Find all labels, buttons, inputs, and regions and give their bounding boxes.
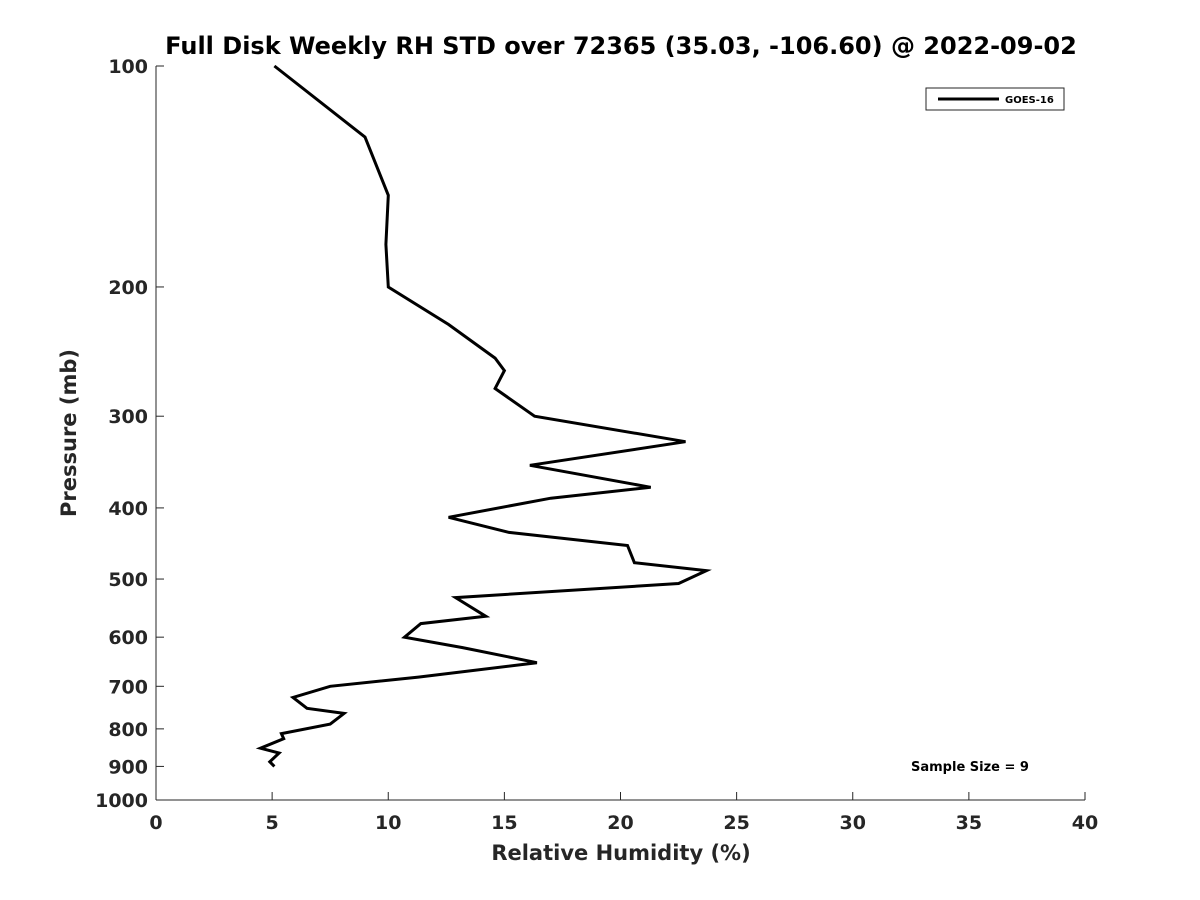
x-tick-label: 20 bbox=[607, 812, 633, 834]
y-ticks: 100 200 300 400 500 600 700 800 900 1000 bbox=[95, 56, 164, 812]
sample-size-annotation: Sample Size = 9 bbox=[911, 760, 1029, 775]
axes bbox=[155, 66, 1085, 801]
x-tick-label: 10 bbox=[375, 812, 401, 834]
y-tick-label: 400 bbox=[108, 498, 148, 520]
x-tick-label: 35 bbox=[956, 812, 982, 834]
y-tick-label: 600 bbox=[108, 627, 148, 649]
y-tick-label: 800 bbox=[108, 719, 148, 741]
legend-label: GOES-16 bbox=[1005, 95, 1054, 106]
y-tick-label: 500 bbox=[108, 569, 148, 591]
x-tick-label: 25 bbox=[723, 812, 749, 834]
x-axis-label: Relative Humidity (%) bbox=[491, 841, 750, 865]
x-tick-label: 0 bbox=[149, 812, 162, 834]
x-tick-label: 40 bbox=[1072, 812, 1098, 834]
y-tick-label: 200 bbox=[108, 277, 148, 299]
x-tick-label: 5 bbox=[266, 812, 279, 834]
chart-title: Full Disk Weekly RH STD over 72365 (35.0… bbox=[165, 32, 1077, 60]
y-tick-label: 300 bbox=[108, 406, 148, 428]
y-tick-label: 100 bbox=[108, 56, 148, 78]
x-tick-label: 15 bbox=[491, 812, 517, 834]
series-layer bbox=[255, 64, 712, 768]
legend: GOES-16 bbox=[925, 87, 1065, 111]
y-tick-label: 1000 bbox=[95, 790, 148, 812]
y-tick-label: 700 bbox=[108, 676, 148, 698]
y-tick-label: 900 bbox=[108, 756, 148, 778]
series-line bbox=[255, 64, 712, 768]
x-tick-label: 30 bbox=[840, 812, 866, 834]
y-axis-label: Pressure (mb) bbox=[57, 349, 81, 517]
x-ticks: 0 5 10 15 20 25 30 35 40 bbox=[149, 792, 1098, 834]
